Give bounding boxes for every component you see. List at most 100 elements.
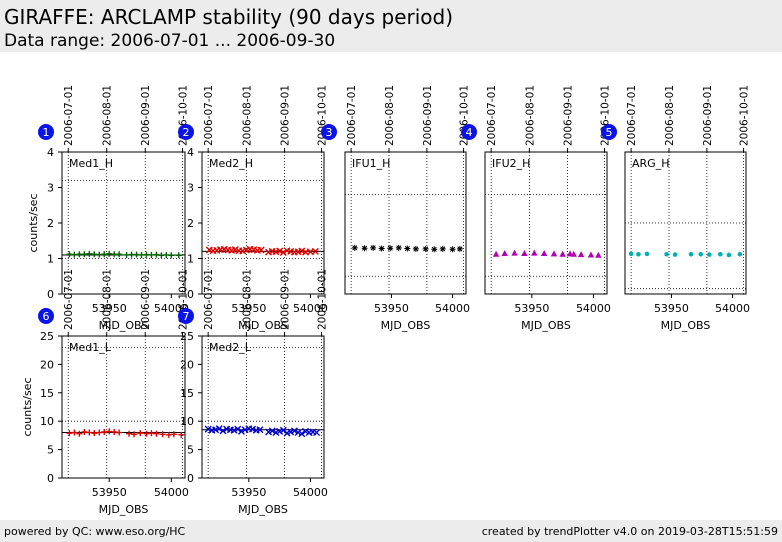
panel-label: IFU1_H	[352, 157, 390, 170]
y-tick-label: 0	[187, 288, 194, 301]
y-tick-label: 15	[180, 387, 194, 400]
y-tick-label: 3	[187, 182, 194, 195]
plot-frame	[61, 335, 186, 479]
plot-frame	[201, 151, 325, 295]
panel-number: 3	[326, 126, 333, 139]
data-point	[237, 427, 245, 435]
panel-7: 2006-07-01 2006-08-01 2006-09-01 2006-10-01…	[178, 269, 329, 516]
panel-5: 2006-07-01 2006-08-01 2006-09-01 2006-10-01…	[601, 85, 751, 332]
date-tick-label: 2006-10-01	[317, 269, 329, 330]
date-tick-label: 2006-09-01	[140, 269, 152, 330]
y-tick-label: 0	[47, 288, 54, 301]
data-point	[726, 252, 732, 258]
data-point	[370, 244, 377, 251]
plot-frame	[484, 151, 608, 295]
data-point	[279, 248, 287, 256]
x-axis-label: MJD_OBS	[381, 319, 431, 332]
data-point	[116, 251, 123, 258]
date-tick-label: 2006-08-01	[241, 85, 253, 146]
panel-number: 2	[183, 126, 190, 139]
data-point	[378, 245, 385, 252]
y-tick-label: 0	[187, 472, 194, 485]
data-point	[168, 252, 175, 259]
date-tick-label: 2006-08-01	[384, 85, 396, 146]
data-point	[257, 246, 265, 254]
data-point	[492, 250, 500, 257]
x-axis-label: MJD_OBS	[661, 319, 711, 332]
data-point	[587, 251, 595, 258]
date-tick-label: 2006-07-01	[63, 269, 75, 330]
panel-number: 7	[183, 310, 190, 323]
data-point	[178, 431, 185, 438]
panel-number-badge	[178, 124, 194, 140]
data-point	[234, 425, 242, 433]
y-tick-label: 25	[180, 330, 194, 343]
date-tick-label: 2006-09-01	[140, 85, 152, 146]
panel-4: 2006-07-01 2006-08-01 2006-09-01 2006-10-01…	[461, 85, 612, 332]
date-tick-label: 2006-10-01	[739, 85, 751, 146]
panel-label: Med2_L	[209, 341, 252, 354]
data-point	[550, 250, 558, 257]
date-tick-label: 2006-07-01	[203, 85, 215, 146]
panel-2: 2006-07-01 2006-08-01 2006-09-01 2006-10-01…	[178, 85, 329, 332]
data-point	[256, 426, 264, 434]
page-title: GIRAFFE: ARCLAMP stability (90 days peri…	[4, 5, 454, 29]
x-tick-label: 54000	[293, 486, 328, 499]
x-tick-label: 53950	[231, 302, 266, 315]
data-point	[351, 244, 358, 251]
data-point	[672, 252, 678, 257]
data-point	[137, 430, 144, 437]
x-tick-label: 53950	[231, 486, 266, 499]
data-point	[170, 431, 177, 438]
x-axis-label: MJD_OBS	[238, 503, 288, 516]
y-axis-label: counts/sec	[21, 377, 34, 436]
panel-number: 5	[606, 126, 613, 139]
data-point	[153, 251, 160, 258]
y-tick-label: 15	[40, 387, 54, 400]
page-subtitle: Data range: 2006-07-01 ... 2006-09-30	[4, 31, 336, 51]
data-point	[175, 252, 182, 259]
data-point	[570, 250, 577, 257]
footer-created-by: created by trendPlotter v4.0 on 2019-03-…	[481, 525, 778, 538]
y-tick-label: 1	[187, 253, 194, 266]
panel-number: 6	[43, 310, 50, 323]
data-point	[290, 427, 298, 435]
data-point	[387, 245, 394, 252]
x-tick-label: 53950	[92, 302, 127, 315]
panel-number-badge	[601, 124, 617, 140]
data-point	[664, 251, 669, 257]
y-tick-label: 5	[187, 444, 194, 457]
data-point	[456, 245, 463, 252]
data-point	[540, 250, 548, 257]
y-tick-label: 10	[180, 415, 194, 428]
data-point	[311, 247, 319, 255]
y-tick-label: 25	[40, 330, 54, 343]
data-point	[313, 429, 321, 437]
panel-label: Med1_H	[69, 157, 113, 170]
data-point	[219, 427, 227, 435]
x-axis-label: MJD_OBS	[99, 319, 149, 332]
data-point	[439, 245, 446, 252]
panel-number-badge	[38, 308, 54, 324]
date-tick-label: 2006-08-01	[102, 85, 114, 146]
data-point	[521, 250, 528, 257]
plot-frame	[61, 151, 186, 295]
data-point	[688, 251, 694, 257]
date-tick-label: 2006-07-01	[63, 85, 75, 146]
date-tick-label: 2006-07-01	[346, 85, 358, 146]
plot-frame	[201, 335, 325, 479]
data-point	[116, 429, 123, 436]
data-point	[698, 251, 704, 257]
y-tick-label: 0	[47, 472, 54, 485]
date-tick-label: 2006-07-01	[626, 85, 638, 146]
y-tick-label: 5	[47, 444, 54, 457]
panel-number: 4	[466, 126, 473, 139]
panel-number-badge	[461, 124, 477, 140]
plot-frame	[344, 151, 467, 295]
data-point	[268, 427, 276, 435]
data-point	[361, 245, 368, 252]
data-point	[449, 246, 456, 253]
data-point	[298, 430, 306, 438]
trend-plot-grid: 2006-07-01 2006-08-01 2006-09-01 2006-10-01…	[21, 85, 751, 516]
header: GIRAFFE: ARCLAMP stability (90 days peri…	[0, 0, 782, 52]
